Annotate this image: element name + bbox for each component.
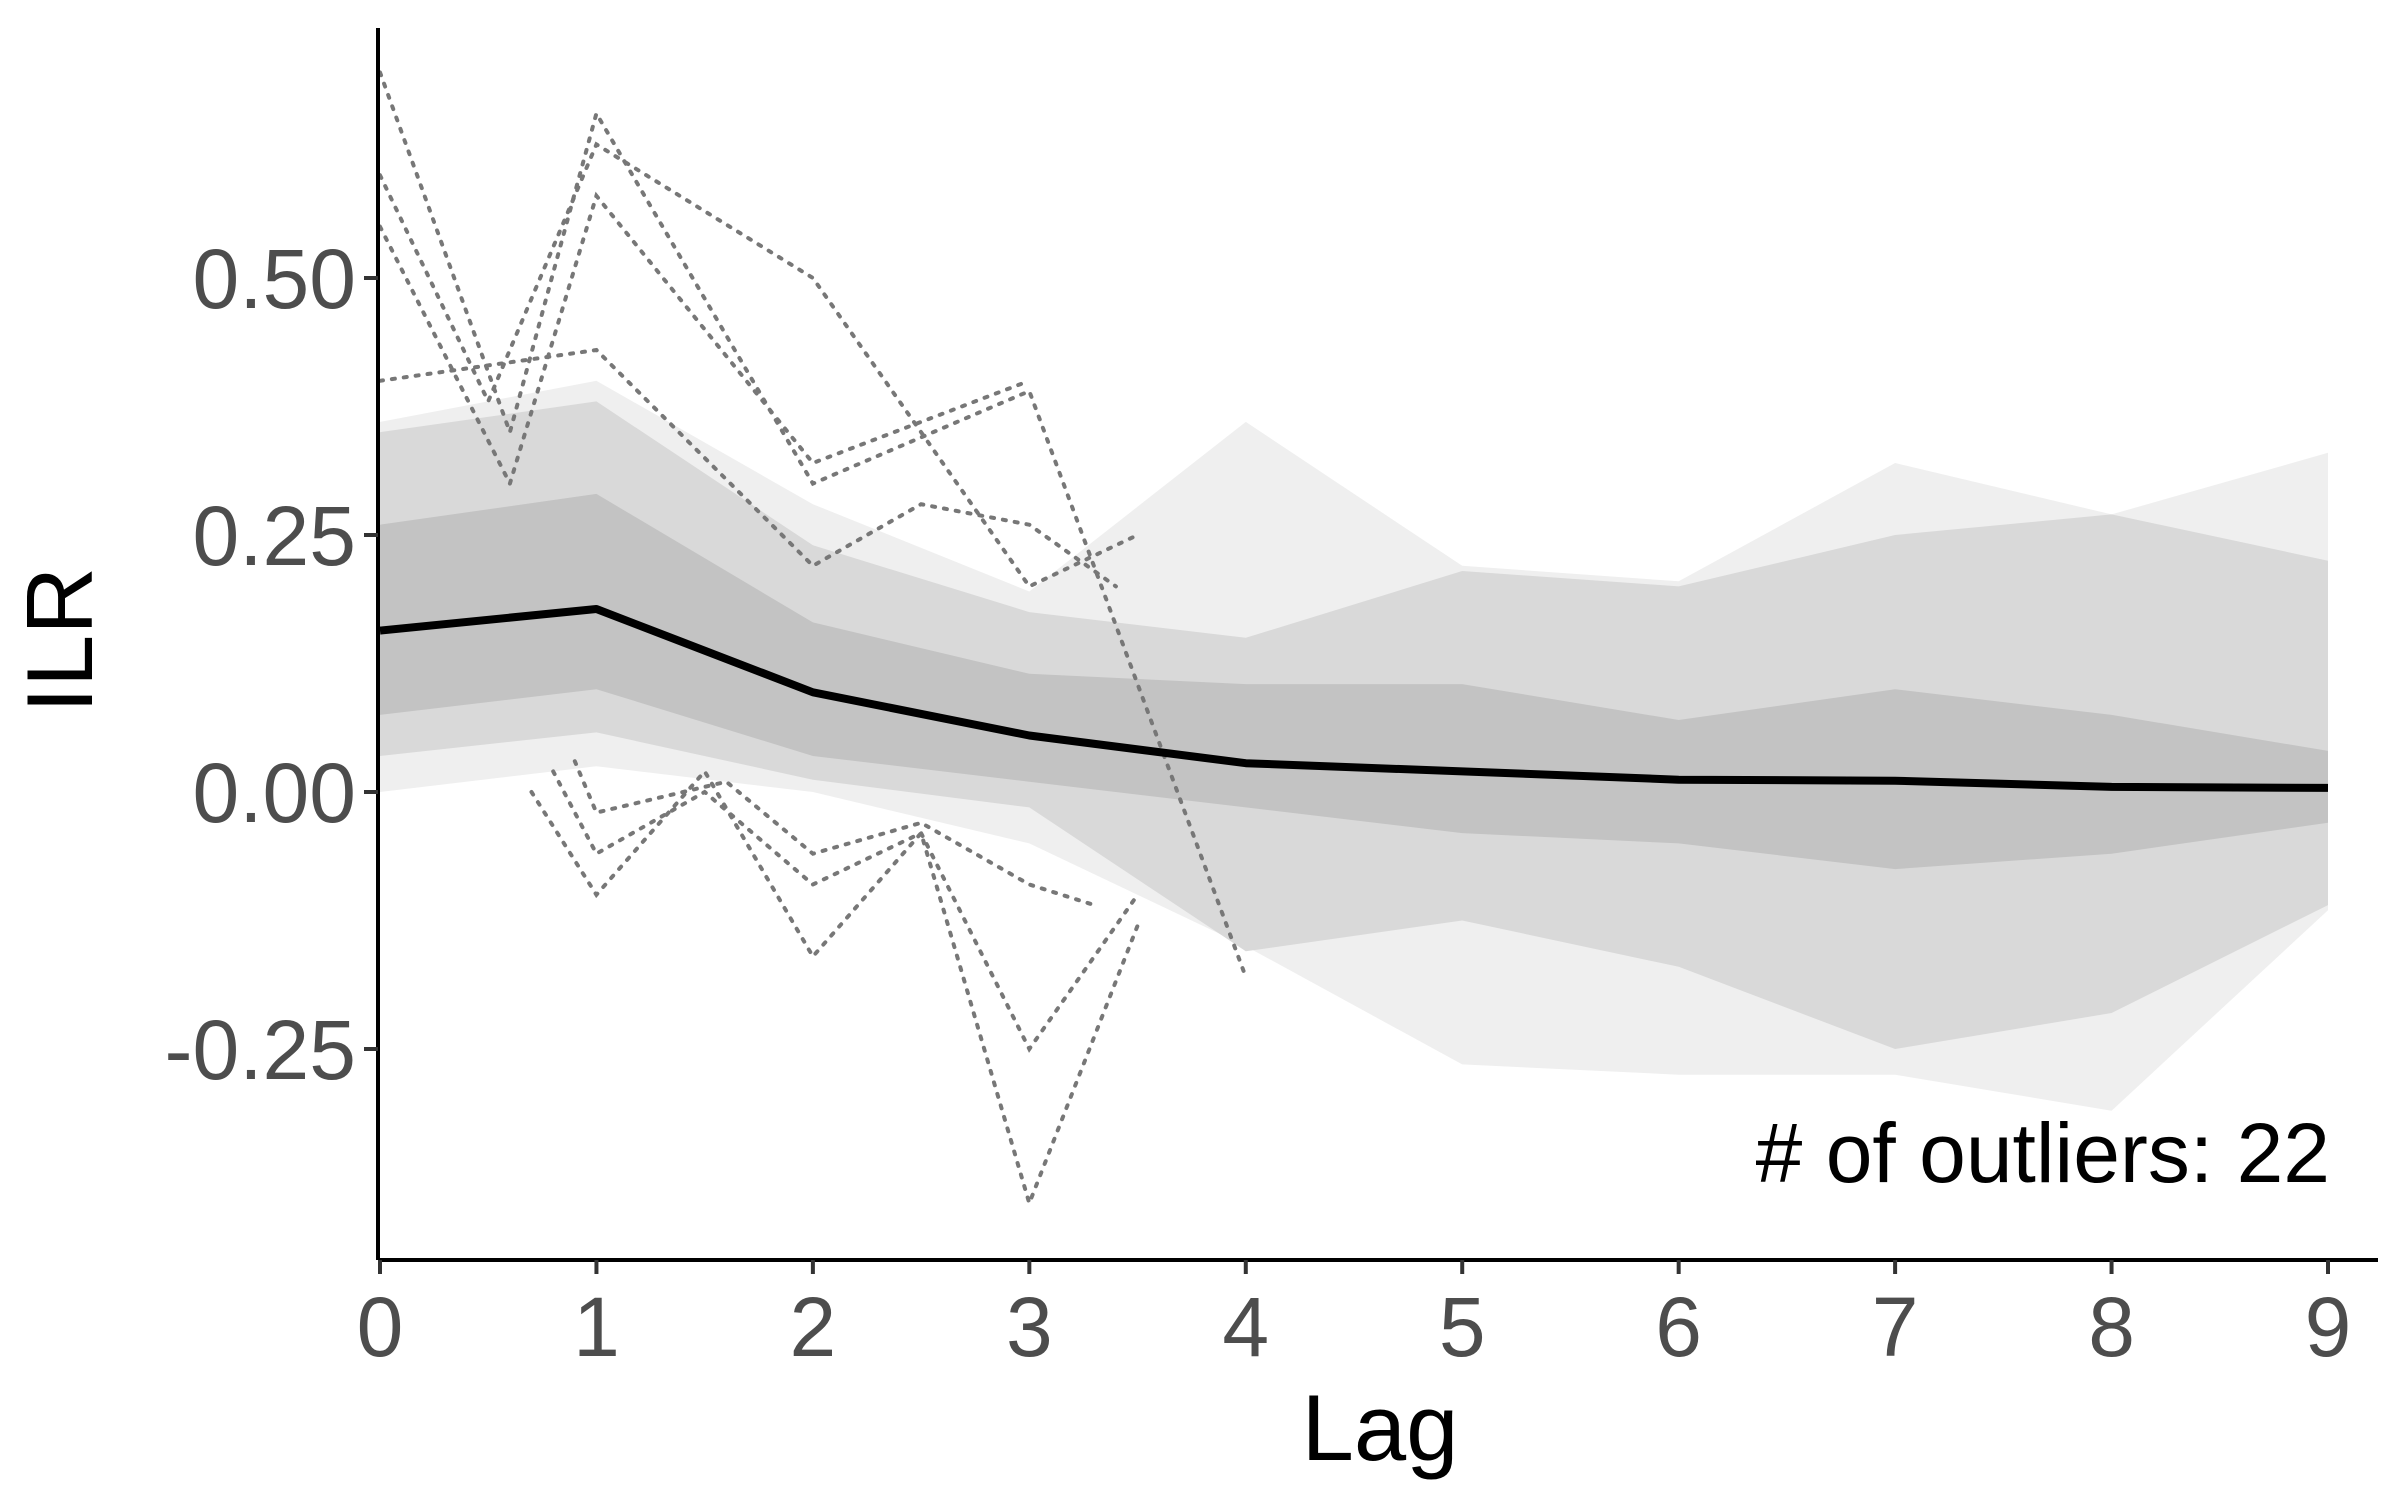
x-tick-label: 2 xyxy=(790,1280,837,1374)
x-axis-ticks: 0 1 2 3 4 5 6 7 8 9 xyxy=(357,1260,2352,1374)
y-tick-label: 0.00 xyxy=(193,746,357,840)
outlier-line-1 xyxy=(378,70,1248,979)
median-line-group xyxy=(379,605,2329,792)
x-tick-label: 7 xyxy=(1872,1280,1919,1374)
outlier-line-2 xyxy=(378,141,1140,589)
y-tick-label: 0.50 xyxy=(193,232,357,326)
y-axis-ticks: 0.50 0.25 0.00 -0.25 xyxy=(165,232,378,1097)
x-tick-label: 5 xyxy=(1439,1280,1486,1374)
x-tick-label: 9 xyxy=(2305,1280,2352,1374)
x-axis-title: Lag xyxy=(1302,1375,1459,1480)
x-tick-label: 8 xyxy=(2088,1280,2135,1374)
x-tick-label: 1 xyxy=(573,1280,620,1374)
band-inner xyxy=(380,493,2328,870)
median-line xyxy=(379,605,2329,792)
confidence-bands xyxy=(380,380,2328,1111)
outlier-lines xyxy=(378,70,1248,1210)
outlier-count-annotation: # of outliers: 22 xyxy=(1756,1106,2330,1200)
outlier-line-7 xyxy=(572,759,1097,908)
outlier-line-6 xyxy=(551,769,1140,1053)
outlier-line-4 xyxy=(378,347,1118,589)
x-tick-label: 3 xyxy=(1006,1280,1053,1374)
x-tick-label: 0 xyxy=(357,1280,404,1374)
y-axis-title: ILR xyxy=(7,567,112,713)
y-tick-label: -0.25 xyxy=(165,1003,356,1097)
x-tick-label: 6 xyxy=(1655,1280,1702,1374)
axes xyxy=(376,28,2378,1262)
outlier-line-5 xyxy=(529,767,1140,1210)
y-tick-label: 0.25 xyxy=(193,489,357,583)
x-tick-label: 4 xyxy=(1222,1280,1269,1374)
outlier-line-3 xyxy=(378,191,1032,489)
